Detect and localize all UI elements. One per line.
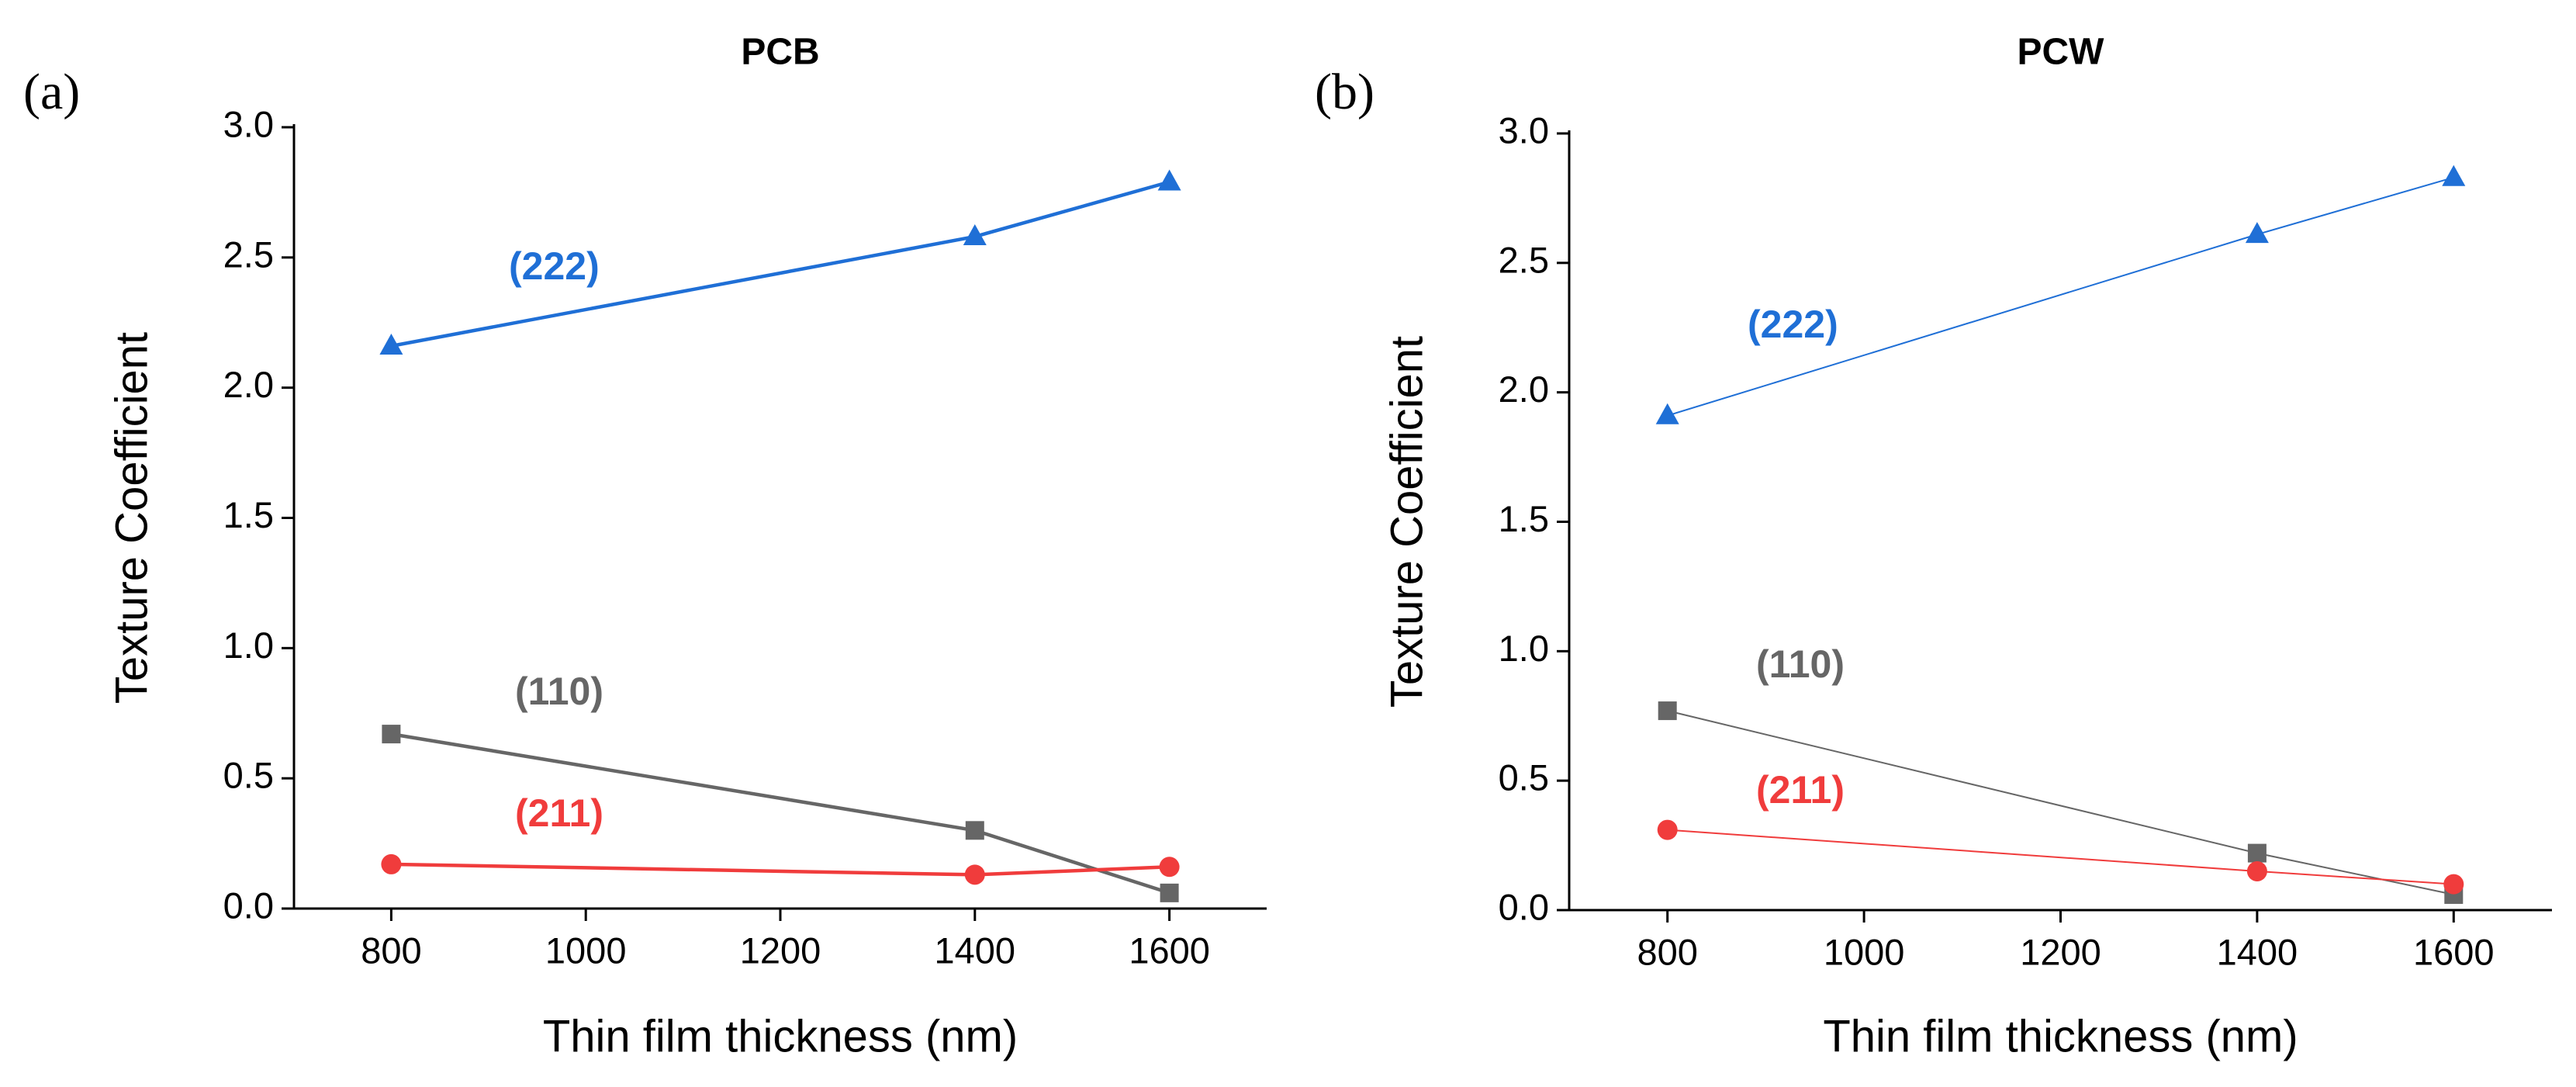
x-tick-label: 1200 xyxy=(2020,931,2101,972)
panel-label: (b) xyxy=(1315,64,1374,120)
x-axis-title: Thin film thickness (nm) xyxy=(543,1011,1018,1061)
marker xyxy=(381,853,402,874)
y-tick-label: 0.0 xyxy=(223,884,274,926)
series-label: (110) xyxy=(515,670,603,713)
marker xyxy=(1657,819,1678,840)
y-axis-title: Texture Coefficient xyxy=(106,332,157,704)
marker xyxy=(379,333,403,355)
y-tick-label: 3.0 xyxy=(1499,109,1549,151)
y-tick-label: 1.5 xyxy=(223,494,274,535)
y-tick-label: 2.0 xyxy=(1499,369,1549,410)
series-label: (110) xyxy=(1756,642,1845,686)
y-tick-label: 1.5 xyxy=(1499,498,1549,539)
y-tick-label: 0.0 xyxy=(1499,886,1549,927)
y-tick-label: 2.5 xyxy=(223,234,274,275)
marker xyxy=(963,223,987,245)
marker xyxy=(1655,403,1679,424)
marker xyxy=(1157,169,1181,191)
panel-label: (a) xyxy=(23,64,80,120)
series-label: (222) xyxy=(509,244,600,288)
x-tick-label: 1400 xyxy=(2217,931,2298,972)
marker xyxy=(2442,164,2466,186)
x-tick-label: 800 xyxy=(1637,931,1697,972)
series-line xyxy=(1667,829,2454,885)
y-tick-label: 2.0 xyxy=(223,364,274,405)
x-tick-label: 1600 xyxy=(1129,929,1210,971)
marker xyxy=(2247,843,2267,863)
x-tick-label: 800 xyxy=(361,929,421,971)
marker xyxy=(2246,860,2267,881)
y-tick-label: 1.0 xyxy=(1499,628,1549,669)
series-line xyxy=(391,732,1170,895)
marker xyxy=(382,725,401,744)
y-tick-label: 0.5 xyxy=(1499,757,1549,798)
series-label: (211) xyxy=(1756,768,1845,812)
marker xyxy=(1160,883,1179,902)
y-tick-label: 0.5 xyxy=(223,755,274,796)
marker xyxy=(1658,701,1677,721)
chart-title: PCW xyxy=(2018,32,2105,73)
series-line xyxy=(390,180,1170,348)
series-line xyxy=(391,862,1170,877)
marker xyxy=(2245,222,2269,244)
y-tick-label: 3.0 xyxy=(223,103,274,144)
marker xyxy=(2443,874,2464,895)
x-tick-label: 1400 xyxy=(935,929,1016,971)
y-tick-label: 1.0 xyxy=(223,625,274,666)
series-label: (222) xyxy=(1748,303,1838,346)
marker xyxy=(965,821,984,840)
x-tick-label: 1000 xyxy=(1824,931,1905,972)
y-tick-label: 2.5 xyxy=(1499,239,1549,280)
x-tick-label: 1600 xyxy=(2413,931,2495,972)
series-line xyxy=(1667,176,2454,417)
y-axis-title: Texture Coefficient xyxy=(1381,336,1432,708)
series-label: (211) xyxy=(515,791,603,835)
marker xyxy=(1159,857,1180,878)
x-tick-label: 1200 xyxy=(740,929,821,971)
x-tick-label: 1000 xyxy=(545,929,627,971)
chart-title: PCB xyxy=(741,32,819,73)
x-axis-title: Thin film thickness (nm) xyxy=(1823,1011,2298,1061)
marker xyxy=(964,864,985,885)
